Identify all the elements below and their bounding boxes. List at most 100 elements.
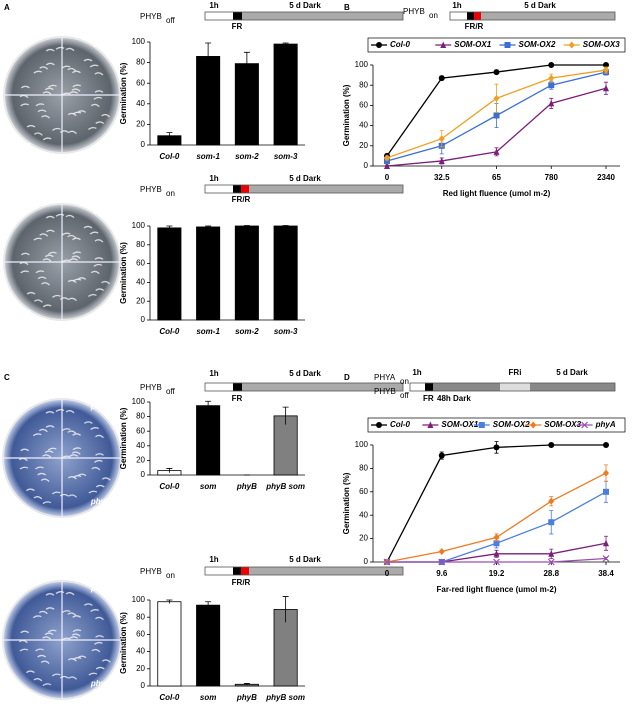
seedling: [88, 672, 98, 676]
scheme-segment: [481, 12, 615, 20]
seedling: [19, 261, 29, 266]
marker: [384, 154, 390, 162]
error-bar: [205, 42, 212, 70]
scheme-bar: [204, 566, 404, 576]
marker: [548, 550, 555, 557]
marker: [493, 94, 500, 102]
legend-label: SOM-OX3: [583, 40, 620, 49]
plate-label: som-1: [6, 688, 30, 697]
scheme-label: FR: [232, 22, 243, 31]
seedling: [61, 65, 71, 69]
seedling: [91, 648, 101, 653]
marker: [493, 533, 500, 541]
scheme-label: 1h: [452, 1, 461, 10]
seedling: [95, 616, 104, 621]
marker: [548, 442, 555, 448]
seedling: [72, 615, 82, 618]
seedling: [19, 94, 29, 99]
seedling: [90, 103, 100, 108]
error-bar: [243, 51, 250, 75]
scheme-bar: [204, 11, 404, 21]
scheme-segment: [425, 383, 433, 391]
x-tick-label: 28.8: [543, 569, 559, 578]
scheme-segment: [242, 383, 403, 391]
seedling: [45, 425, 55, 428]
bar: [273, 43, 298, 146]
scheme-segment: [500, 383, 530, 391]
seedling: [45, 229, 55, 233]
scheme-segment: [205, 383, 233, 391]
plate-label: som-2: [7, 309, 31, 318]
scheme-label: 5 d Dark: [524, 1, 556, 10]
seedling: [67, 612, 77, 616]
scheme-segment: [205, 567, 233, 575]
receptor-name: PHYB: [140, 383, 162, 392]
y-tick-label: 100: [355, 60, 369, 69]
seedling: [90, 270, 100, 275]
bar: [196, 604, 221, 687]
scheme-segment: [205, 12, 233, 20]
seedling: [52, 127, 61, 131]
plate-label: /som-1: [91, 506, 118, 515]
seedling: [33, 70, 43, 74]
y-tick-label: 100: [132, 37, 146, 46]
x-tick-label: 38.4: [598, 569, 614, 578]
receptor-name: PHYB: [403, 7, 425, 16]
marker: [548, 74, 555, 82]
marker: [438, 75, 445, 82]
seedling: [45, 87, 54, 91]
seedling: [42, 91, 52, 95]
seedling: [33, 132, 43, 136]
seedling: [26, 291, 36, 295]
seedling: [45, 607, 55, 610]
marker: [493, 69, 500, 76]
scheme-segment: [467, 12, 474, 20]
y-tick-label: 60: [136, 78, 145, 87]
x-tick-label: som-3: [274, 327, 298, 336]
legend-label: SOM-OX1: [454, 40, 491, 49]
y-axis-label: Germination (%): [342, 472, 351, 534]
marker: [603, 469, 609, 477]
y-tick-label: 100: [132, 221, 146, 230]
seedling: [42, 501, 52, 505]
marker: [493, 540, 500, 547]
y-tick-label: 60: [359, 487, 368, 496]
seedling: [37, 472, 47, 476]
scheme-bar: [449, 11, 616, 21]
seedling: [41, 282, 50, 286]
plate-label: Col-0: [7, 207, 28, 216]
y-tick-label: 100: [132, 397, 146, 406]
y-tick-label: 40: [136, 441, 145, 450]
seedling: [90, 427, 99, 431]
marker: [548, 519, 555, 526]
panel-label: C: [4, 373, 10, 382]
marker: [603, 66, 609, 74]
y-tick-label: 20: [359, 141, 368, 150]
seedling: [38, 428, 48, 433]
x-tick-label: 2340: [597, 173, 615, 182]
seedling: [83, 225, 93, 229]
x-tick-label: Col-0: [159, 693, 180, 702]
seedling: [59, 675, 69, 679]
seedling: [40, 660, 50, 664]
seedling: [101, 477, 111, 481]
x-tick-label: 9.6: [436, 569, 448, 578]
seedling: [67, 67, 77, 72]
error-bar: [243, 683, 250, 686]
y-tick-label: 80: [359, 80, 368, 89]
seedling: [95, 484, 105, 488]
marker: [438, 135, 445, 143]
y-tick-label: 0: [141, 681, 146, 690]
error-bar: [282, 225, 289, 227]
legend-label: SOM-OX3: [544, 420, 581, 429]
scheme-label: FR: [232, 394, 243, 403]
seedling: [72, 237, 81, 241]
y-tick-label: 80: [136, 58, 145, 67]
marker: [438, 452, 445, 459]
legend-marker: [440, 41, 447, 48]
seedling: [20, 630, 30, 634]
x-tick-label: phyB som: [265, 482, 305, 491]
plate-label: Col-0: [6, 584, 27, 593]
seedling: [101, 280, 111, 285]
